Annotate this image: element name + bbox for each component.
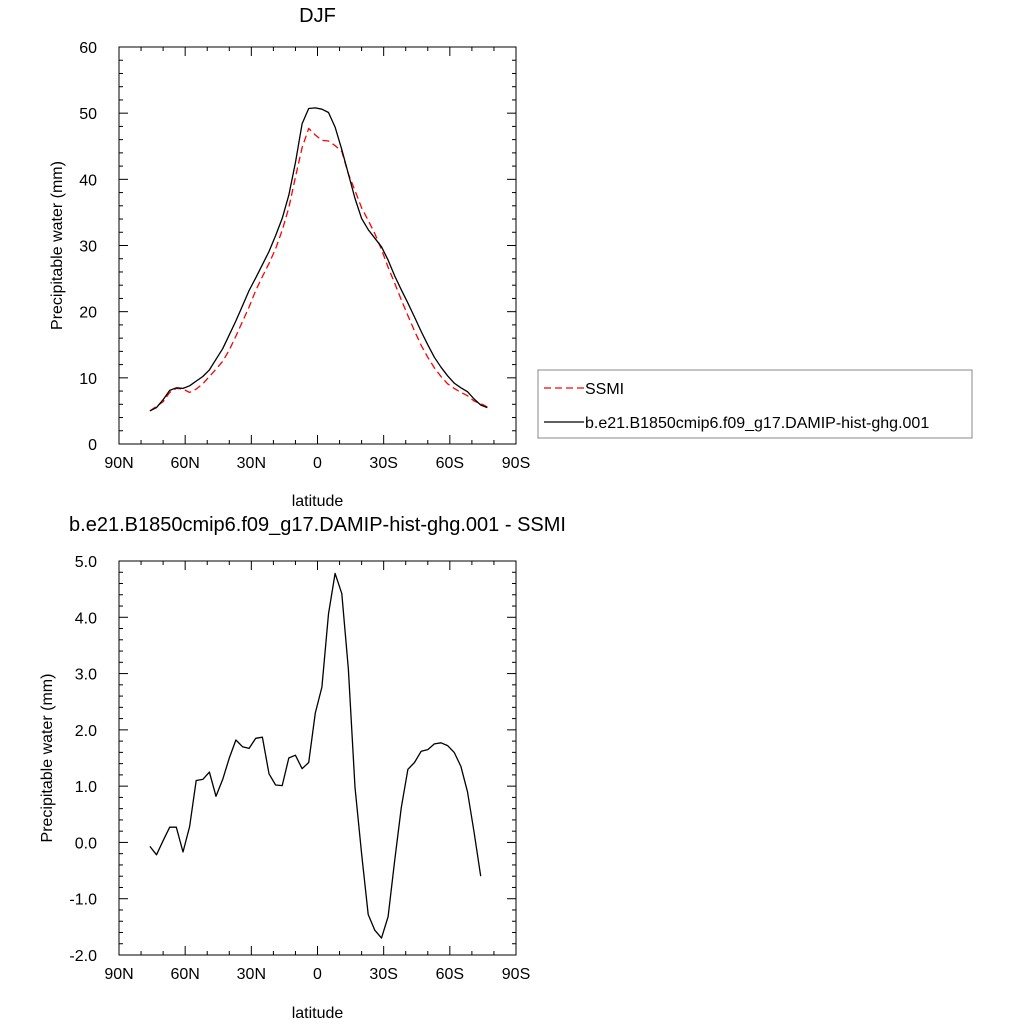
x-tick-label: 0 bbox=[313, 966, 322, 983]
y-tick-label: 4.0 bbox=[75, 610, 97, 627]
y-tick-label: 30 bbox=[79, 239, 97, 256]
y-tick-label: 5.0 bbox=[75, 554, 97, 571]
y-axis-label: Precipitable water (mm) bbox=[49, 161, 66, 330]
panel-djf-precipitable-water: DJF 90N 60N 30N 0 30S 60S 90S 0 10 20 30 40 50 60 latit… bbox=[49, 5, 530, 510]
legend: SSMI b.e21.B1850cmip6.f09_g17.DAMIP-hist-… bbox=[537, 369, 973, 439]
y-tick-label: -2.0 bbox=[69, 948, 97, 965]
y-tick-label: 60 bbox=[79, 40, 97, 57]
x-tick-label: 60S bbox=[436, 966, 464, 983]
legend-label-ssmi: SSMI bbox=[585, 381, 624, 398]
x-axis-label: latitude bbox=[292, 493, 344, 510]
y-tick-label: 10 bbox=[79, 371, 97, 388]
x-tick-label: 90S bbox=[502, 455, 530, 472]
y-tick-label: 0.0 bbox=[75, 835, 97, 852]
y-axis-label: Precipitable water (mm) bbox=[39, 674, 56, 843]
y-tick-label: 20 bbox=[79, 305, 97, 322]
x-tick-label: 60S bbox=[436, 455, 464, 472]
x-tick-label: 90N bbox=[104, 966, 133, 983]
y-tick-label: 50 bbox=[79, 106, 97, 123]
x-tick-label: 60N bbox=[170, 966, 199, 983]
y-tick-label: 40 bbox=[79, 172, 97, 189]
x-tick-label: 30N bbox=[237, 966, 266, 983]
x-tick-label: 90N bbox=[104, 455, 133, 472]
x-axis-label: latitude bbox=[292, 1005, 344, 1022]
y-tick-label: 2.0 bbox=[75, 723, 97, 740]
y-tick-label: 0 bbox=[88, 437, 97, 454]
y-tick-label: 3.0 bbox=[75, 667, 97, 684]
x-tick-label: 90S bbox=[502, 966, 530, 983]
y-tick-label: -1.0 bbox=[69, 892, 97, 909]
series-line-difference bbox=[149, 572, 482, 939]
x-tick-label: 30N bbox=[237, 455, 266, 472]
x-tick-label: 60N bbox=[170, 455, 199, 472]
series-line-ssmi bbox=[149, 127, 488, 412]
series-line-model bbox=[149, 107, 488, 412]
x-tick-label: 0 bbox=[313, 455, 322, 472]
legend-box bbox=[537, 369, 973, 439]
chart-title: DJF bbox=[299, 5, 336, 27]
x-tick-label: 30S bbox=[369, 966, 397, 983]
y-tick-label: 1.0 bbox=[75, 779, 97, 796]
x-tick-label: 30S bbox=[369, 455, 397, 472]
chart-title: b.e21.B1850cmip6.f09_g17.DAMIP-hist-ghg.… bbox=[69, 514, 566, 536]
panel-model-minus-ssmi-difference: b.e21.B1850cmip6.f09_g17.DAMIP-hist-ghg.… bbox=[39, 514, 566, 1022]
legend-label-model: b.e21.B1850cmip6.f09_g17.DAMIP-hist-ghg.… bbox=[585, 415, 929, 432]
